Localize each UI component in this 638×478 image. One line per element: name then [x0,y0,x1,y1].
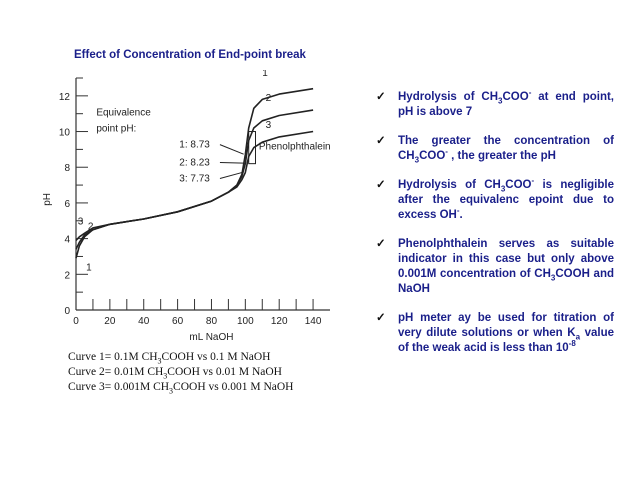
curve-3 [75,130,314,241]
x-tick-label: 100 [237,316,254,327]
y-tick-label: 4 [64,235,70,246]
bullet-list: ✓ Hydrolysis of CH3COO- at end point, pH… [376,88,614,370]
curve-end-label: 3 [266,120,272,131]
annotation-leader [219,161,244,164]
bullet-text: Phenolphthalein serves as suitable indic… [398,238,615,295]
bullet-item: ✓ Hydrolysis of CH3COO- at end point, pH… [376,88,614,120]
check-icon: ✓ [376,179,386,191]
x-tick-label: 0 [73,316,79,327]
check-icon: ✓ [376,91,386,103]
y-tick-label: 6 [64,199,70,210]
equivalence-ph-value: 2: 8.23 [179,157,210,168]
x-tick-label: 20 [104,316,116,327]
curve-end-label: 2 [266,93,272,104]
bullet-item: ✓ pH meter ay be used for titration of v… [376,311,614,356]
bullet-item: ✓ The greater the concentration of CH3CO… [376,134,614,164]
annotation-leader [219,144,244,155]
equivalence-label: point pH: [96,124,136,135]
indicator-label: Phenolphthalein [259,141,331,152]
bullet-item: ✓ Phenolphthalein serves as suitable ind… [376,237,614,297]
bullet-text: pH meter ay be used for titration of ver… [398,312,615,354]
bullet-text: The greater the concentration of CH3COO-… [398,135,614,165]
y-tick-label: 10 [59,128,71,139]
curve-legend: Curve 1= 0.1M CH3COOH vs 0.1 M NaOH Curv… [68,350,293,395]
x-tick-label: 60 [172,316,184,327]
y-tick-label: 2 [64,270,70,281]
legend-curve-2: Curve 2= 0.01M CH3COOH vs 0.01 M NaOH [68,366,282,381]
slide-title: Effect of Concentration of End-point bre… [74,49,306,61]
check-icon: ✓ [376,135,386,147]
bullet-text: Hydrolysis of CH3COO- is negligible afte… [398,176,614,221]
equivalence-label: Equivalence [96,107,151,118]
x-tick-label: 140 [305,316,322,327]
y-tick-label: 0 [64,306,70,317]
equivalence-ph-value: 1: 8.73 [179,140,210,151]
curve-start-label: 2 [88,222,94,233]
bullet-item: ✓ Hydrolysis of CH3COO- is negligible af… [376,176,614,223]
x-axis-label: mL NaOH [189,332,233,343]
equivalence-ph-value: 3: 7.73 [179,174,210,185]
check-icon: ✓ [376,312,386,324]
curve-start-label: 1 [86,263,92,274]
legend-curve-3: Curve 3= 0.001M CH3COOH vs 0.001 M NaOH [68,381,294,396]
y-tick-label: 12 [59,92,71,103]
legend-curve-1: Curve 1= 0.1M CH3COOH vs 0.1 M NaOH [68,351,271,366]
x-tick-label: 80 [206,316,218,327]
x-tick-label: 120 [271,316,288,327]
indicator-range-box [248,131,256,165]
curve-end-label: 1 [262,70,268,79]
y-tick-label: 8 [64,163,70,174]
bullet-text: Hydrolysis of CH3COO- at end point, pH i… [398,88,614,118]
annotation-leader [219,171,244,179]
x-tick-label: 40 [138,316,150,327]
curve-start-label: 3 [78,216,84,227]
y-axis-label: pH [42,193,53,206]
check-icon: ✓ [376,238,386,250]
